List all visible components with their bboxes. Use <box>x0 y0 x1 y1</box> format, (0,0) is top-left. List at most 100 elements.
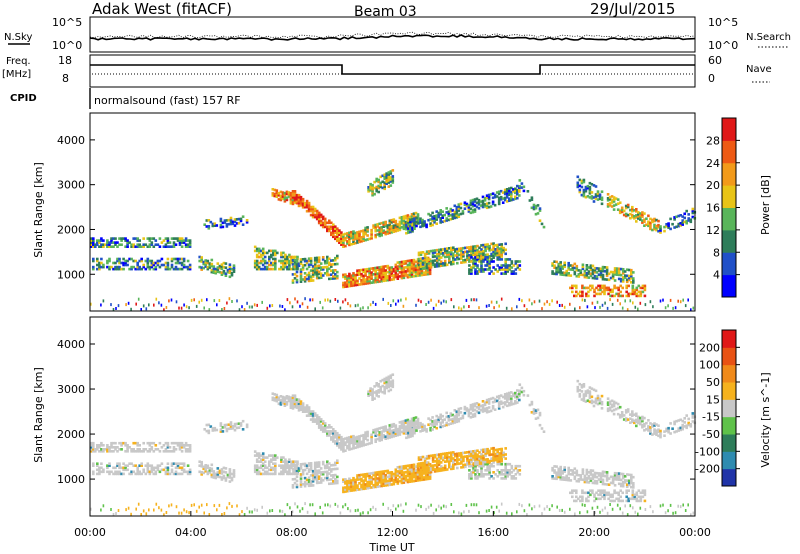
velocity-cell <box>468 458 471 462</box>
power-cell <box>512 198 515 201</box>
power-cell <box>209 220 213 224</box>
power-cell <box>476 248 479 252</box>
power-cell <box>521 299 523 303</box>
power-cell <box>485 202 489 205</box>
power-cell <box>112 261 115 265</box>
velocity-cell <box>413 425 416 429</box>
velocity-cell <box>390 423 394 427</box>
velocity-cell <box>373 397 376 400</box>
power-cell <box>466 254 469 257</box>
velocity-cell <box>435 426 438 430</box>
power-cell <box>596 300 599 304</box>
power-cell <box>348 241 351 245</box>
power-cell <box>348 274 351 278</box>
velocity-cell <box>468 450 471 454</box>
velocity-cell <box>420 476 424 480</box>
power-cell <box>657 219 660 223</box>
power-cell <box>354 241 357 245</box>
power-cell <box>289 199 293 203</box>
power-cell <box>452 260 455 264</box>
velocity-cell <box>472 456 475 459</box>
power-cell <box>124 237 127 240</box>
velocity-cell <box>364 443 367 446</box>
velocity-cell <box>92 464 95 467</box>
power-cell <box>394 271 398 275</box>
power-cell <box>673 226 676 229</box>
power-cell <box>460 257 463 260</box>
power-cell <box>387 185 391 188</box>
power-cell <box>439 221 442 224</box>
power-cell <box>496 264 499 267</box>
velocity-cell <box>514 391 517 395</box>
velocity-cell <box>518 394 521 398</box>
power-cell <box>350 236 353 240</box>
power-cell <box>378 274 381 277</box>
velocity-cell <box>94 450 97 453</box>
power-cell <box>452 258 455 262</box>
power-cell <box>448 253 451 256</box>
power-cell <box>624 299 626 303</box>
velocity-cell <box>213 426 217 430</box>
velocity-cell <box>366 472 369 476</box>
power-cell <box>374 233 377 237</box>
velocity-cell <box>470 477 473 480</box>
velocity-cell <box>352 438 355 442</box>
power-cell <box>584 189 588 193</box>
velocity-cell <box>110 446 113 449</box>
power-cell <box>405 227 408 231</box>
power-cell <box>433 219 436 222</box>
power-cell <box>408 275 412 279</box>
colorbar-segment <box>722 229 736 253</box>
velocity-cell <box>443 418 446 421</box>
velocity-cell <box>315 471 319 475</box>
power-cell <box>352 230 355 233</box>
velocity-cell <box>508 397 511 401</box>
power-cell <box>607 278 611 282</box>
velocity-cell <box>396 478 400 481</box>
power-cell <box>334 269 337 272</box>
velocity-cell <box>419 456 423 459</box>
velocity-cell <box>354 484 357 488</box>
velocity-cell <box>307 484 311 488</box>
power-cell <box>606 205 610 208</box>
power-cell <box>635 208 638 211</box>
power-cell <box>679 222 682 225</box>
velocity-cell <box>478 459 481 462</box>
power-cell <box>317 264 321 268</box>
power-cell <box>372 279 375 282</box>
power-cell <box>255 255 259 259</box>
power-cell <box>377 190 380 194</box>
velocity-cell <box>92 462 95 465</box>
velocity-cell <box>482 473 485 476</box>
power-cell <box>450 262 453 266</box>
power-cell <box>373 192 376 196</box>
velocity-cell <box>294 460 297 463</box>
power-cell <box>469 201 473 205</box>
power-cell <box>625 274 629 278</box>
power-cell <box>274 251 277 255</box>
power-cell <box>630 268 633 272</box>
power-cell <box>426 270 430 274</box>
velocity-cell <box>274 456 277 459</box>
power-cell <box>315 274 319 278</box>
velocity-cell <box>255 466 259 470</box>
velocity-cell <box>387 383 391 387</box>
power-cell <box>425 264 429 268</box>
power-cell <box>415 303 417 307</box>
velocity-cell <box>423 428 426 432</box>
velocity-cell <box>433 453 437 457</box>
power-cell <box>514 268 518 271</box>
velocity-cell <box>102 444 105 447</box>
power-cell <box>672 306 674 310</box>
velocity-cell <box>474 460 477 464</box>
velocity-cell <box>504 462 507 466</box>
power-cell <box>174 265 178 269</box>
power-cell <box>639 212 642 215</box>
velocity-cell <box>261 472 265 476</box>
power-cell <box>377 186 380 190</box>
power-cell <box>294 297 296 301</box>
velocity-cell <box>475 402 479 405</box>
power-cell <box>172 245 176 248</box>
velocity-cell <box>375 394 378 397</box>
velocity-cell <box>334 442 337 445</box>
